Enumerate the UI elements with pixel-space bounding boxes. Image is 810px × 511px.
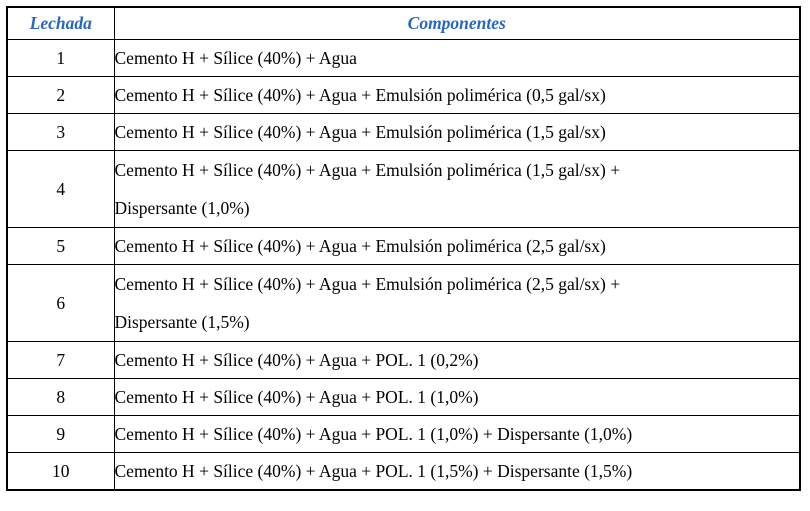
lechada-cell: 10 — [6, 452, 115, 491]
componentes-line: Cemento H + Sílice (40%) + Agua + Emulsi… — [114, 160, 621, 180]
lechada-cell: 7 — [6, 341, 115, 379]
table-row: 7 Cemento H + Sílice (40%) + Agua + POL.… — [6, 341, 801, 379]
table-row: 4 Cemento H + Sílice (40%) + Agua + Emul… — [6, 150, 801, 228]
lechada-cell: 1 — [6, 39, 115, 77]
lechada-cell: 5 — [6, 227, 115, 265]
table-row: 5 Cemento H + Sílice (40%) + Agua + Emul… — [6, 227, 801, 265]
table-header-row: Lechada Componentes — [6, 6, 801, 40]
componentes-table: Lechada Componentes 1 Cemento H + Sílice… — [6, 6, 801, 491]
table-row: 8 Cemento H + Sílice (40%) + Agua + POL.… — [6, 378, 801, 416]
table-row: 9 Cemento H + Sílice (40%) + Agua + POL.… — [6, 415, 801, 453]
componentes-cell: Cemento H + Sílice (40%) + Agua + POL. 1… — [113, 341, 801, 379]
componentes-cell: Cemento H + Sílice (40%) + Agua + Emulsi… — [113, 264, 801, 342]
componentes-cell: Cemento H + Sílice (40%) + Agua + Emulsi… — [113, 76, 801, 114]
lechada-cell: 9 — [6, 415, 115, 453]
componentes-cell: Cemento H + Sílice (40%) + Agua + POL. 1… — [113, 452, 801, 491]
componentes-cell: Cemento H + Sílice (40%) + Agua + Emulsi… — [113, 113, 801, 151]
table-row: 3 Cemento H + Sílice (40%) + Agua + Emul… — [6, 113, 801, 151]
componentes-line: Cemento H + Sílice (40%) + Agua + Emulsi… — [114, 274, 621, 294]
table-row: 6 Cemento H + Sílice (40%) + Agua + Emul… — [6, 264, 801, 342]
componentes-cell: Cemento H + Sílice (40%) + Agua + Emulsi… — [113, 227, 801, 265]
table-row: 10 Cemento H + Sílice (40%) + Agua + POL… — [6, 452, 801, 491]
componentes-cell: Cemento H + Sílice (40%) + Agua + Emulsi… — [113, 150, 801, 228]
header-lechada: Lechada — [6, 6, 115, 40]
table-row: 1 Cemento H + Sílice (40%) + Agua — [6, 39, 801, 77]
componentes-line: Dispersante (1,5%) — [114, 312, 250, 332]
lechada-cell: 3 — [6, 113, 115, 151]
componentes-cell: Cemento H + Sílice (40%) + Agua — [113, 39, 801, 77]
componentes-cell: Cemento H + Sílice (40%) + Agua + POL. 1… — [113, 378, 801, 416]
header-componentes: Componentes — [113, 6, 801, 40]
table-row: 2 Cemento H + Sílice (40%) + Agua + Emul… — [6, 76, 801, 114]
componentes-line: Dispersante (1,0%) — [114, 198, 250, 218]
componentes-cell: Cemento H + Sílice (40%) + Agua + POL. 1… — [113, 415, 801, 453]
lechada-cell: 2 — [6, 76, 115, 114]
lechada-cell: 4 — [6, 150, 115, 228]
lechada-cell: 8 — [6, 378, 115, 416]
lechada-cell: 6 — [6, 264, 115, 342]
